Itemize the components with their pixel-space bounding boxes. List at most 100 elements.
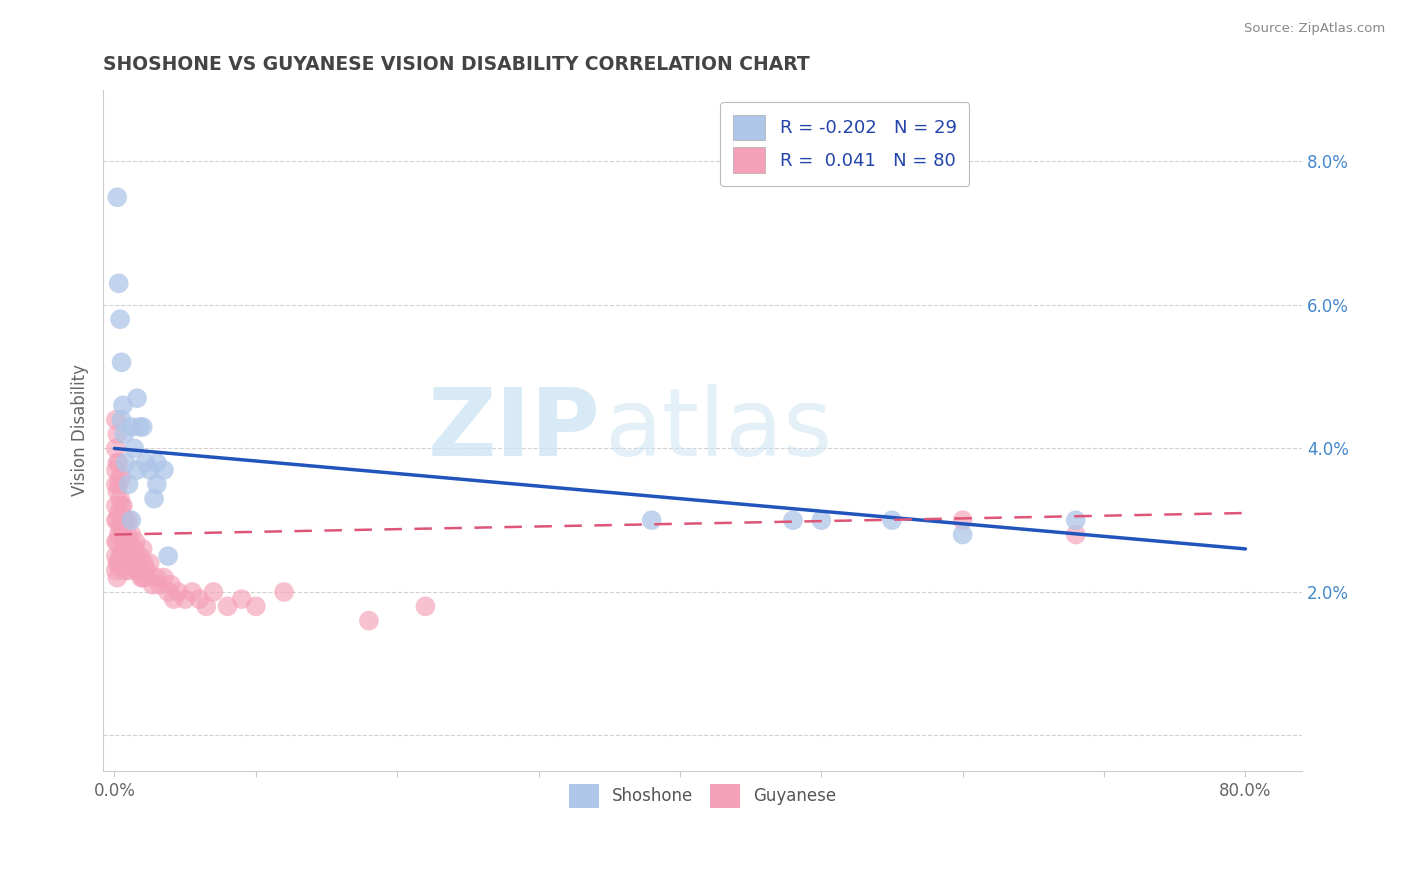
Point [135,571,157,585]
Point [114,456,136,470]
Point [107,456,129,470]
Point [117,563,139,577]
Point [153,571,176,585]
Point [782,513,804,527]
Point [110,499,132,513]
Point [110,355,132,369]
Point [124,534,146,549]
Point [115,549,138,563]
Point [136,563,159,577]
Point [952,527,974,541]
Point [146,456,169,470]
Legend: Shoshone, Guyanese: Shoshone, Guyanese [562,777,844,814]
Point [167,585,190,599]
Point [135,456,157,470]
Point [139,556,162,570]
Point [104,442,127,456]
Point [104,549,127,563]
Point [146,571,169,585]
Point [134,556,156,570]
Point [107,556,129,570]
Point [108,491,131,506]
Point [107,477,129,491]
Point [105,190,128,204]
Point [112,534,135,549]
Point [357,614,380,628]
Point [181,585,204,599]
Point [120,556,142,570]
Point [105,427,128,442]
Point [104,499,127,513]
Text: Source: ZipAtlas.com: Source: ZipAtlas.com [1244,22,1385,36]
Point [117,534,139,549]
Point [143,491,166,506]
Point [120,420,142,434]
Point [104,463,127,477]
Point [1064,513,1087,527]
Point [157,585,180,599]
Point [139,463,162,477]
Point [125,463,148,477]
Point [105,484,128,499]
Point [132,541,155,556]
Point [112,427,135,442]
Point [118,541,141,556]
Point [114,513,136,527]
Point [105,456,128,470]
Point [108,312,131,326]
Point [117,477,139,491]
Point [104,413,127,427]
Point [122,442,145,456]
Text: SHOSHONE VS GUYANESE VISION DISABILITY CORRELATION CHART: SHOSHONE VS GUYANESE VISION DISABILITY C… [103,55,810,74]
Point [174,592,197,607]
Point [107,277,129,291]
Point [104,563,127,577]
Point [104,534,127,549]
Y-axis label: Vision Disability: Vision Disability [72,365,89,497]
Point [160,578,183,592]
Point [105,556,128,570]
Point [111,527,134,541]
Point [415,599,437,614]
Point [195,599,218,614]
Point [114,541,136,556]
Point [202,585,225,599]
Point [124,563,146,577]
Point [111,499,134,513]
Point [129,571,152,585]
Point [108,470,131,484]
Point [146,477,169,491]
Point [157,549,180,563]
Point [128,549,150,563]
Point [273,585,295,599]
Point [108,549,131,563]
Point [105,513,128,527]
Point [810,513,832,527]
Point [122,541,145,556]
Point [111,556,134,570]
Point [112,563,135,577]
Point [163,592,186,607]
Text: ZIP: ZIP [427,384,600,476]
Point [105,571,128,585]
Point [112,513,135,527]
Point [104,513,127,527]
Point [107,506,129,520]
Point [952,513,974,527]
Point [125,549,148,563]
Point [110,520,132,534]
Text: atlas: atlas [605,384,832,476]
Point [120,527,142,541]
Point [880,513,903,527]
Point [107,527,129,541]
Point [142,578,165,592]
Point [125,391,148,405]
Point [245,599,267,614]
Point [117,513,139,527]
Point [110,549,132,563]
Point [105,534,128,549]
Point [110,413,132,427]
Point [1064,527,1087,541]
Point [121,549,143,563]
Point [111,398,134,412]
